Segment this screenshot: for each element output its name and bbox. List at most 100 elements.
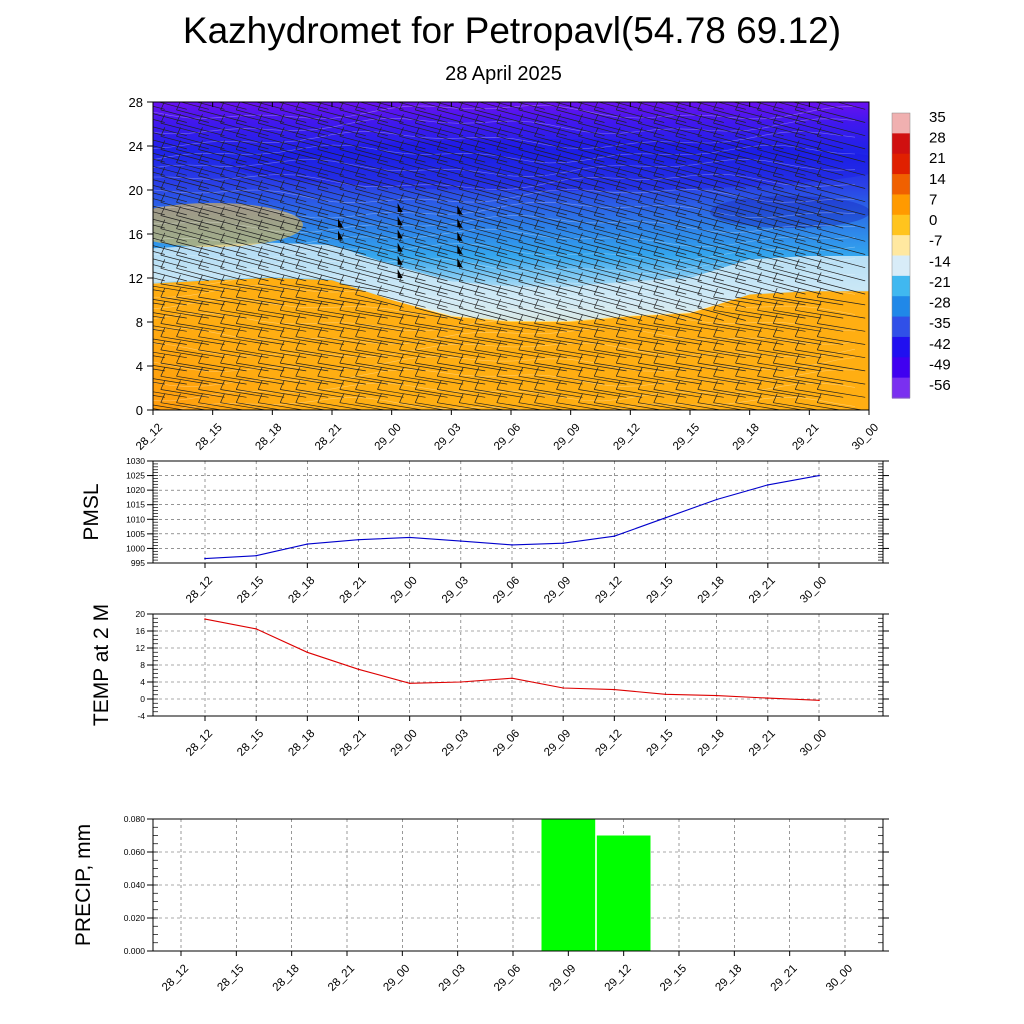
wind-barb (578, 336, 627, 345)
wind-barb (377, 375, 426, 385)
wind-barb-feather (339, 127, 345, 137)
wind-barb-feather (436, 298, 442, 309)
wind-barb (795, 162, 844, 176)
wind-barb (616, 215, 665, 229)
wind-barb (638, 402, 686, 410)
wind-barb-feather (160, 193, 166, 203)
wind-barb (153, 408, 164, 410)
wind-barb (153, 299, 187, 306)
wind-barb (616, 122, 665, 137)
wind-barb (355, 241, 404, 255)
y-tick-label: 24 (129, 139, 143, 154)
wind-barb-feather (279, 301, 285, 311)
wind-barb (653, 402, 701, 410)
wind-barb (176, 201, 225, 216)
wind-barb-feather (534, 179, 539, 190)
wind-barb (474, 109, 523, 123)
wind-barb (817, 109, 866, 123)
wind-barb (399, 135, 448, 150)
wind-barb (355, 294, 404, 308)
wind-barb (496, 336, 545, 345)
wind-barb (474, 201, 523, 216)
wind-barb (355, 402, 403, 410)
wind-barb (534, 362, 583, 372)
wind-barb-feather (593, 285, 599, 295)
wind-barb (817, 175, 866, 189)
wind-barb (396, 102, 426, 110)
wind-barb-feather (578, 206, 583, 216)
wind-barb (295, 323, 344, 332)
wind-barb-feather (198, 287, 203, 298)
cold-core (230, 139, 869, 191)
wind-barb-feather (772, 353, 778, 364)
wind-barb-feather (675, 272, 681, 282)
wind-barb-feather (160, 327, 166, 337)
wind-barb (792, 102, 822, 110)
wind-barb (594, 267, 643, 282)
wind-barb-feather (458, 272, 464, 282)
wind-barb-feather (198, 393, 203, 403)
x-tick-label: 29_15 (645, 728, 676, 759)
wind-barb-feather (436, 380, 442, 390)
wind-barb-feather (317, 219, 323, 229)
wind-barb (459, 135, 508, 150)
wind-barb-feather (713, 301, 718, 311)
wind-barb-feather (637, 140, 643, 150)
y-tick-label: 0 (140, 694, 145, 704)
wind-barb (399, 175, 448, 189)
wind-barb (437, 281, 486, 295)
wind-barb (795, 135, 844, 150)
y-axis-label: TEMP at 2 M (90, 604, 113, 726)
wind-barb (153, 185, 165, 189)
wind-barb-feather (794, 353, 800, 364)
colorbar-label: -28 (929, 295, 951, 312)
wind-barb (675, 135, 724, 150)
wind-barb-feather (117, 101, 121, 110)
wind-barb (732, 102, 762, 110)
wind-barb (496, 267, 545, 282)
wind-barb (339, 188, 388, 203)
wind-barb-feather (220, 353, 225, 364)
wind-barb-feather (534, 193, 539, 203)
colorbar-label: -35 (929, 315, 951, 332)
wind-barb (280, 375, 329, 385)
wind-barb (616, 267, 665, 282)
wind-barb (638, 135, 687, 150)
wind-barb (437, 336, 486, 345)
wind-barb-feather (735, 140, 740, 150)
wind-barb-feather (794, 193, 800, 203)
wind-barb (795, 309, 844, 319)
wind-barb-feather (117, 381, 121, 390)
plot-frame (152, 460, 884, 564)
wind-barb (258, 175, 307, 189)
wind-barb (220, 323, 269, 332)
wind-barb-feather (258, 88, 262, 97)
wind-barb (176, 175, 225, 189)
wind-barb (459, 254, 508, 269)
wind-barb (339, 336, 388, 345)
wind-barb (280, 309, 329, 319)
wind-barb (377, 109, 426, 123)
wind-barb (578, 109, 627, 123)
wind-barb (697, 215, 746, 229)
wind-barb-feather (735, 272, 740, 282)
wind-barb-feather (518, 245, 524, 256)
wind-barb-feather (697, 393, 703, 403)
wind-barb-feather (772, 327, 778, 337)
wind-barb-feather (220, 287, 225, 298)
wind-barb (817, 389, 866, 398)
wind-barb-feather (816, 287, 822, 298)
wind-barb-feather (474, 113, 480, 124)
wind-barb-feather (176, 301, 181, 311)
wind-barb-feather (355, 193, 360, 203)
wind-barb (314, 102, 344, 110)
wind-barb-feather (496, 245, 502, 256)
wind-barb (773, 402, 821, 410)
wind-barb (236, 309, 285, 319)
wind-barb (415, 135, 464, 150)
wind-barb-feather (675, 245, 681, 256)
wind-barb-feather (817, 88, 821, 97)
wind-barb (399, 309, 448, 319)
wind-barb (355, 175, 404, 189)
wind-barb-feather (556, 179, 561, 190)
